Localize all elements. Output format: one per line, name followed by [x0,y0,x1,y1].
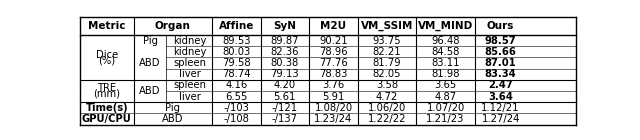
Text: Metric: Metric [88,21,125,31]
Text: ABD: ABD [162,114,184,124]
Text: 2.47: 2.47 [488,80,513,90]
Text: 3.58: 3.58 [376,80,398,90]
Text: M2U: M2U [321,21,346,31]
Text: 78.83: 78.83 [319,69,348,79]
Text: (mm): (mm) [93,89,120,99]
Text: kidney: kidney [173,36,207,46]
Text: 90.21: 90.21 [319,36,348,46]
Text: 5.61: 5.61 [274,92,296,102]
Text: 1.07/20: 1.07/20 [426,103,465,113]
Text: Ours: Ours [487,21,515,31]
Text: Time(s): Time(s) [86,103,128,113]
Text: 4.20: 4.20 [274,80,296,90]
Text: -/103: -/103 [223,103,249,113]
Text: TRE: TRE [97,83,116,93]
Text: ABD: ABD [140,86,161,96]
Text: 93.75: 93.75 [372,36,401,46]
Text: 79.13: 79.13 [271,69,299,79]
Text: 4.72: 4.72 [376,92,398,102]
Text: 77.76: 77.76 [319,58,348,68]
Text: 83.11: 83.11 [431,58,460,68]
Text: 96.48: 96.48 [431,36,460,46]
Text: 78.96: 78.96 [319,47,348,57]
Text: 1.27/24: 1.27/24 [481,114,520,124]
Text: 1.22/22: 1.22/22 [368,114,406,124]
Text: SyN: SyN [273,21,296,31]
Text: 1.23/24: 1.23/24 [314,114,353,124]
Text: -/137: -/137 [272,114,298,124]
Text: Pig: Pig [143,36,157,46]
Text: 3.64: 3.64 [488,92,513,102]
Text: 81.79: 81.79 [372,58,401,68]
Text: 78.74: 78.74 [222,69,250,79]
Text: ABD: ABD [140,58,161,68]
Text: 85.66: 85.66 [484,47,516,57]
Text: 89.53: 89.53 [222,36,250,46]
Text: 1.21/23: 1.21/23 [426,114,465,124]
Text: (%): (%) [98,55,115,65]
Text: 3.76: 3.76 [323,80,344,90]
Text: VM_MIND: VM_MIND [418,21,473,31]
Text: 80.03: 80.03 [222,47,250,57]
Text: 89.87: 89.87 [271,36,299,46]
Text: -/108: -/108 [223,114,249,124]
Text: 4.16: 4.16 [225,80,248,90]
Text: 83.34: 83.34 [484,69,516,79]
Text: Dice: Dice [95,50,118,60]
Text: 87.01: 87.01 [484,58,516,68]
Text: kidney: kidney [173,47,207,57]
Text: 1.06/20: 1.06/20 [368,103,406,113]
Text: 84.58: 84.58 [431,47,460,57]
Text: 4.87: 4.87 [435,92,456,102]
Text: 80.38: 80.38 [271,58,299,68]
Text: Affine: Affine [218,21,254,31]
Text: 79.58: 79.58 [222,58,250,68]
Text: 98.57: 98.57 [484,36,516,46]
Text: GPU/CPU: GPU/CPU [82,114,132,124]
Text: 3.65: 3.65 [435,80,457,90]
Text: 81.98: 81.98 [431,69,460,79]
Text: 1.12/21: 1.12/21 [481,103,520,113]
Text: liver: liver [179,92,201,102]
Text: -/121: -/121 [272,103,298,113]
Text: spleen: spleen [173,58,207,68]
Text: 5.91: 5.91 [323,92,345,102]
Text: liver: liver [179,69,201,79]
Text: 82.21: 82.21 [372,47,401,57]
Text: 1.08/20: 1.08/20 [314,103,353,113]
Text: Organ: Organ [155,21,191,31]
Text: spleen: spleen [173,80,207,90]
Text: Pig: Pig [165,103,180,113]
Text: VM_SSIM: VM_SSIM [361,21,413,31]
Text: 82.36: 82.36 [271,47,299,57]
Text: 82.05: 82.05 [372,69,401,79]
Text: 6.55: 6.55 [225,92,248,102]
